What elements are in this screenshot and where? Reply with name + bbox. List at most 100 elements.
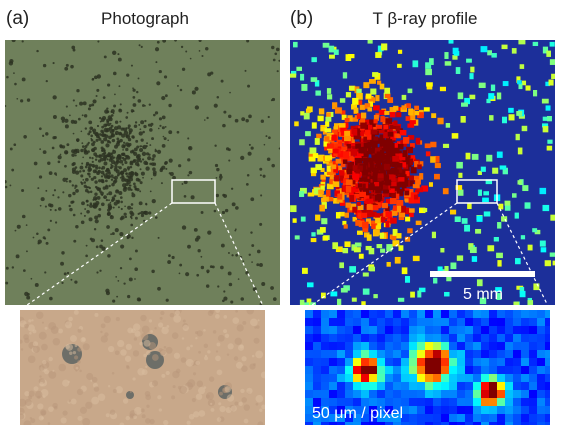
speck — [169, 172, 171, 174]
speck — [256, 263, 259, 266]
pixel — [409, 342, 417, 350]
scale-bar — [430, 271, 535, 277]
hot-pixel — [416, 138, 420, 145]
speck — [214, 145, 216, 147]
pixel — [337, 342, 345, 350]
pixel — [329, 310, 337, 318]
speck — [134, 267, 138, 271]
figure: (a) Photograph (b) T β-ray profile 5 mm … — [0, 0, 565, 430]
hot-pixel — [417, 291, 421, 298]
hot-pixel — [319, 108, 324, 114]
grain — [28, 356, 36, 364]
speck — [149, 128, 153, 132]
pixel — [385, 422, 393, 430]
speck — [107, 208, 110, 211]
grain — [242, 321, 246, 325]
speck — [98, 138, 101, 141]
pixel — [489, 326, 497, 334]
speck — [108, 136, 112, 140]
pixel — [393, 310, 401, 318]
pixel — [505, 414, 513, 422]
speck — [182, 225, 186, 229]
grain — [198, 410, 205, 417]
speck — [96, 139, 99, 142]
speck — [112, 196, 115, 199]
speck — [143, 161, 147, 165]
hot-pixel — [290, 205, 296, 212]
grain — [152, 354, 159, 361]
speck — [180, 89, 183, 92]
grain — [115, 350, 120, 355]
speck — [86, 245, 88, 247]
hot-pixel — [522, 185, 528, 191]
pixel — [513, 382, 521, 390]
grain — [225, 334, 229, 338]
speck — [78, 118, 81, 121]
grain — [256, 325, 259, 328]
hot-pixel — [341, 146, 347, 150]
speck — [181, 46, 183, 48]
speck — [124, 205, 126, 207]
speck — [142, 152, 146, 156]
grain — [112, 372, 115, 375]
pixel — [313, 390, 321, 398]
pixel — [393, 342, 401, 350]
grain — [193, 411, 199, 417]
pixel — [417, 398, 425, 406]
pixel — [481, 422, 489, 430]
hot-pixel — [390, 218, 397, 224]
speck — [57, 196, 59, 198]
speck — [89, 104, 92, 107]
hot-pixel — [545, 260, 551, 266]
pixel — [313, 358, 321, 366]
speck — [147, 156, 151, 160]
pixel — [385, 326, 393, 334]
hot-pixel — [416, 221, 422, 225]
pixel — [537, 422, 545, 430]
pixel — [529, 366, 537, 374]
grain — [119, 422, 124, 427]
grain — [158, 322, 163, 327]
speck — [144, 120, 146, 122]
hot-pixel — [339, 123, 346, 128]
grain — [80, 407, 87, 414]
speck — [87, 132, 90, 135]
pixel — [497, 382, 505, 390]
speck — [207, 230, 211, 234]
grain — [196, 393, 202, 399]
pixel — [425, 366, 433, 374]
pixel — [481, 406, 489, 414]
pixel — [305, 358, 313, 366]
hot-pixel — [489, 115, 493, 120]
speck — [185, 51, 187, 53]
pixel — [473, 398, 481, 406]
pixel — [361, 422, 369, 430]
grain — [42, 360, 47, 365]
pixel — [465, 422, 473, 430]
pixel — [329, 342, 337, 350]
speck — [101, 202, 105, 206]
speck — [125, 216, 127, 218]
pixel — [369, 310, 377, 318]
speck — [274, 52, 277, 55]
pixel — [337, 334, 345, 342]
speck — [139, 148, 143, 152]
hot-pixel — [313, 153, 318, 158]
hot-pixel — [550, 252, 556, 256]
pixel — [521, 318, 529, 326]
pixel — [505, 382, 513, 390]
pixel — [457, 414, 465, 422]
pixel — [521, 334, 529, 342]
hot-pixel — [548, 80, 553, 86]
speck — [105, 143, 109, 147]
speck — [64, 272, 67, 275]
pixel — [529, 350, 537, 358]
speck — [263, 175, 266, 178]
speck — [162, 126, 165, 129]
speck — [137, 99, 141, 103]
speck — [82, 169, 85, 172]
grain — [70, 335, 77, 342]
pixel — [369, 318, 377, 326]
pixel — [345, 318, 353, 326]
pixel — [473, 414, 481, 422]
